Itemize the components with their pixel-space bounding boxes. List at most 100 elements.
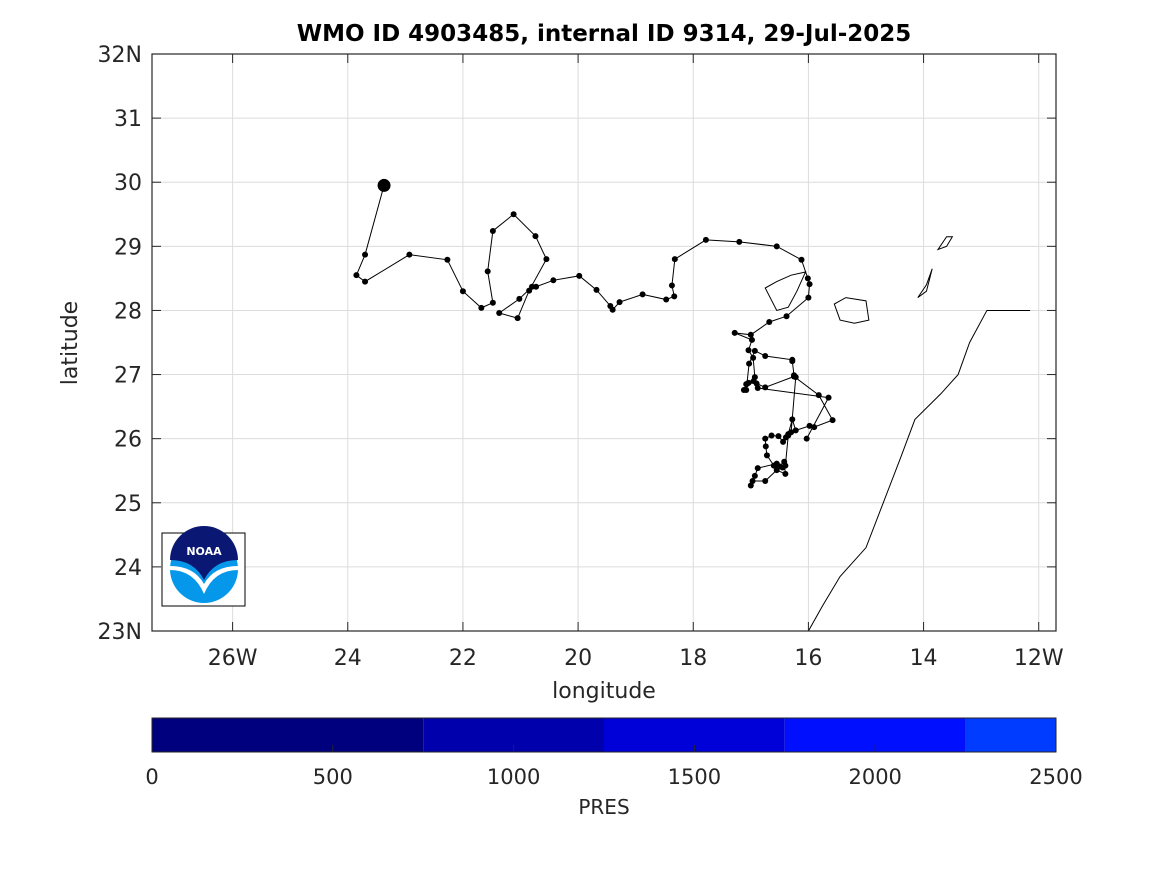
x-tick-label: 14 [910, 646, 938, 671]
x-tick-label: 18 [679, 646, 707, 671]
x-axis-label: longitude [552, 679, 656, 704]
profile-point [748, 336, 755, 343]
profile-point [788, 429, 795, 436]
colorbar-tick-label: 1500 [668, 765, 721, 789]
logo-gull-wing [170, 566, 238, 594]
x-axis-tick-labels: 26W 24 22 20 18 16 14 12W [208, 646, 1064, 671]
profile-point [751, 472, 758, 479]
profile-point [805, 294, 812, 301]
colorbar-frame [151, 717, 1057, 753]
colorbar: 0 500 1000 1500 2000 2500 PRES [145, 717, 1083, 819]
plot-area [151, 53, 1057, 632]
profile-point [743, 381, 750, 388]
profile-point [671, 293, 678, 300]
profile-point [792, 427, 799, 434]
profile-point [731, 329, 738, 336]
colorbar-label: PRES [578, 795, 629, 819]
plot-background [152, 54, 1056, 631]
profile-point [489, 227, 496, 234]
profile-point [768, 432, 775, 439]
y-tick-label: 28 [114, 299, 142, 324]
profile-point [550, 277, 557, 284]
y-tick-label: 31 [114, 107, 142, 132]
profile-point [353, 272, 360, 279]
colorbar-segment [965, 718, 1056, 752]
profile-point [362, 251, 369, 258]
colorbar-tick-label: 1000 [487, 765, 540, 789]
profile-point [576, 272, 583, 279]
y-tick-label: 25 [114, 492, 142, 517]
profile-point [516, 295, 523, 302]
x-tick-label: 12W [1014, 646, 1064, 671]
plot-frame [151, 53, 1057, 632]
profile-point [806, 281, 813, 288]
profile-point [783, 313, 790, 320]
profile-point [763, 452, 770, 459]
colorbar-segment [152, 718, 424, 752]
y-tick-label: 24 [114, 556, 142, 581]
profile-point [663, 296, 670, 303]
profile-point [762, 477, 769, 484]
profile-point [762, 435, 769, 442]
profile-point [740, 386, 747, 393]
island-outline [764, 271, 807, 312]
colorbar-tick-labels: 0 500 1000 1500 2000 2500 [145, 745, 1083, 789]
y-tick-label: 29 [114, 235, 142, 260]
profile-point [484, 268, 491, 275]
y-tick-label: 30 [114, 171, 142, 196]
profile-point [762, 443, 769, 450]
profile-point [825, 394, 832, 401]
profile-point [702, 236, 709, 243]
y-tick-label: 32N [98, 43, 142, 68]
noaa-logo: NOAA [161, 526, 246, 607]
x-tick-label: 24 [334, 646, 362, 671]
y-axis-label: latitude [58, 301, 83, 385]
y-axis-tick-labels: 23N 24 25 26 27 28 29 30 31 32N [98, 43, 142, 645]
profile-point [750, 377, 757, 384]
profile-point [444, 256, 451, 263]
latest-position-marker [377, 178, 391, 192]
colorbar-tick-label: 2500 [1029, 765, 1082, 789]
x-tick-label: 26W [208, 646, 258, 671]
profile-point [745, 347, 752, 354]
profile-point [514, 315, 521, 322]
profile-point [362, 278, 369, 285]
profile-point [750, 354, 757, 361]
colorbar-tick-label: 0 [145, 765, 158, 789]
x-tick-label: 20 [564, 646, 592, 671]
profile-point [489, 299, 496, 306]
y-tick-label: 27 [114, 364, 142, 389]
logo-text: NOAA [186, 545, 222, 558]
profile-point [609, 306, 616, 313]
x-tick-label: 22 [449, 646, 477, 671]
profile-point [671, 256, 678, 263]
profile-point [751, 347, 758, 354]
y-tick-label: 26 [114, 428, 142, 453]
profile-point [747, 482, 754, 489]
coastline-layer [764, 236, 1031, 632]
profile-point [747, 331, 754, 338]
profile-point [773, 460, 780, 467]
profile-point [754, 385, 761, 392]
y-tick-label: 23N [98, 620, 142, 645]
profile-point [815, 392, 822, 399]
profile-point [780, 438, 787, 445]
profile-point [804, 275, 811, 282]
profile-point [811, 424, 818, 431]
profile-point [532, 233, 539, 240]
profile-point [773, 467, 780, 474]
logo-circle-dark [170, 526, 238, 580]
profile-point [478, 304, 485, 311]
profile-point [806, 422, 813, 429]
profile-point [782, 470, 789, 477]
chart-title: WMO ID 4903485, internal ID 9314, 29-Jul… [297, 21, 912, 47]
profile-point [543, 256, 550, 263]
profile-point [510, 211, 517, 218]
profile-point [668, 282, 675, 289]
profile-point [791, 372, 798, 379]
profile-point [766, 318, 773, 325]
profile-point [459, 288, 466, 295]
africa-coastline [807, 309, 1031, 632]
profile-point [789, 356, 796, 363]
profile-point [533, 283, 540, 290]
